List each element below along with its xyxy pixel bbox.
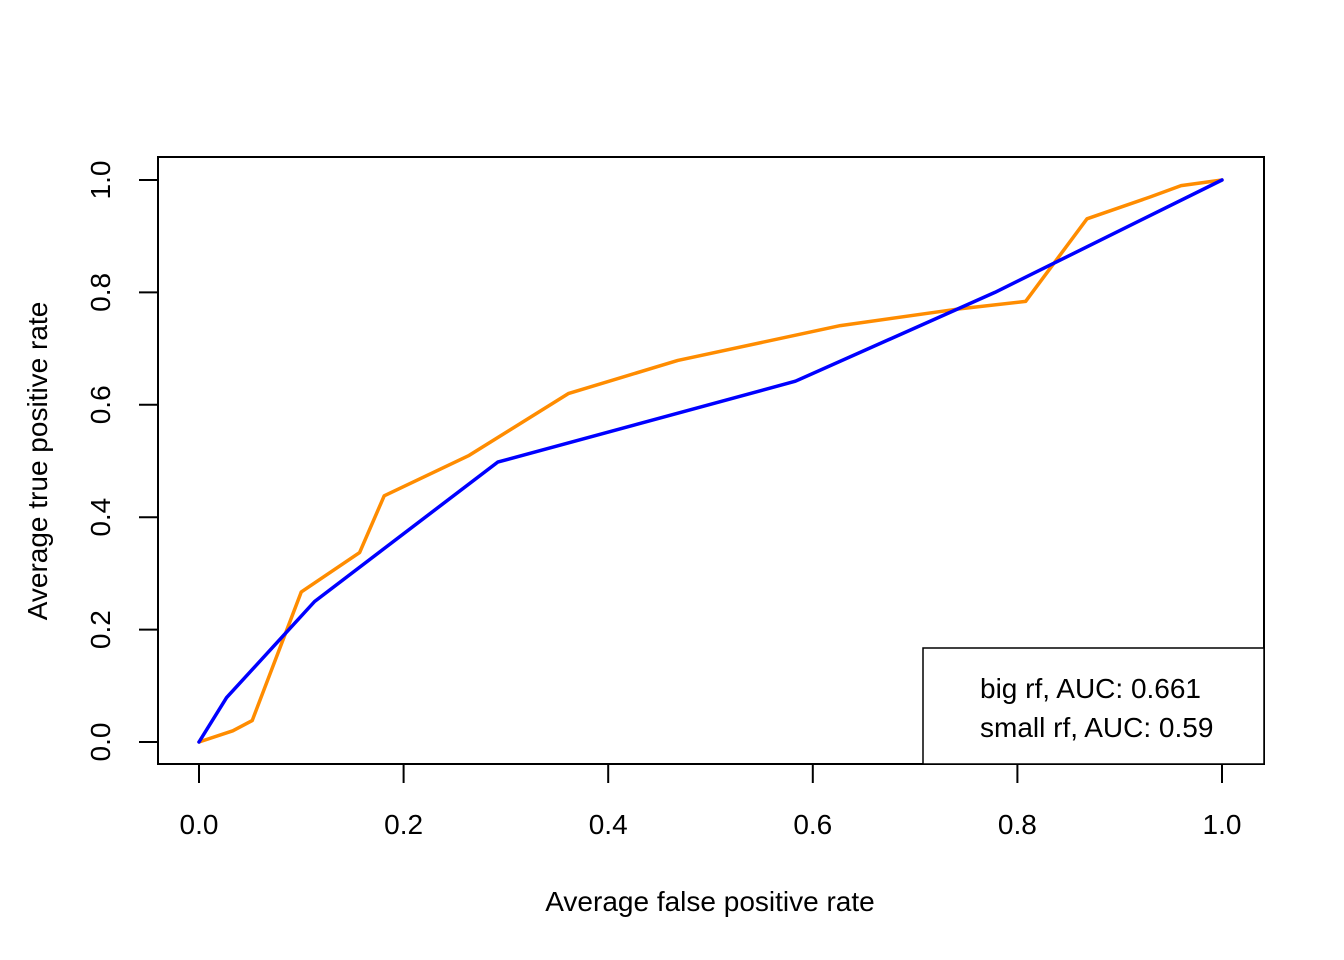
- legend: big rf, AUC: 0.661 small rf, AUC: 0.59: [922, 647, 1265, 765]
- series-layer: [197, 178, 1224, 744]
- legend-box: [922, 647, 1265, 765]
- y-tick-label-4: 0.8: [85, 273, 116, 312]
- plot-frame: [157, 156, 1265, 765]
- legend-label-big-rf: big rf, AUC: 0.661: [980, 673, 1201, 704]
- x-tick-label-5: 1.0: [1203, 809, 1242, 840]
- y-tick-label-3: 0.6: [85, 385, 116, 424]
- x-tick-label-2: 0.4: [589, 809, 628, 840]
- series-line-small-rf: [197, 178, 1224, 744]
- legend-label-small-rf: small rf, AUC: 0.59: [980, 712, 1213, 743]
- x-tick-label-0: 0.0: [180, 809, 219, 840]
- y-tick-label-1: 0.2: [85, 610, 116, 649]
- x-tick-label-1: 0.2: [384, 809, 423, 840]
- x-axis: 0.0 0.2 0.4 0.6 0.8 1.0: [180, 764, 1242, 840]
- x-tick-label-3: 0.6: [793, 809, 832, 840]
- x-axis-title: Average false positive rate: [545, 886, 874, 917]
- y-axis: 0.0 0.2 0.4 0.6 0.8 1.0: [85, 161, 158, 762]
- y-tick-label-0: 0.0: [85, 723, 116, 762]
- series-line-big-rf: [197, 178, 1224, 744]
- y-tick-label-2: 0.4: [85, 498, 116, 537]
- x-tick-label-4: 0.8: [998, 809, 1037, 840]
- y-axis-title: Average true positive rate: [22, 302, 53, 621]
- y-tick-label-5: 1.0: [85, 161, 116, 200]
